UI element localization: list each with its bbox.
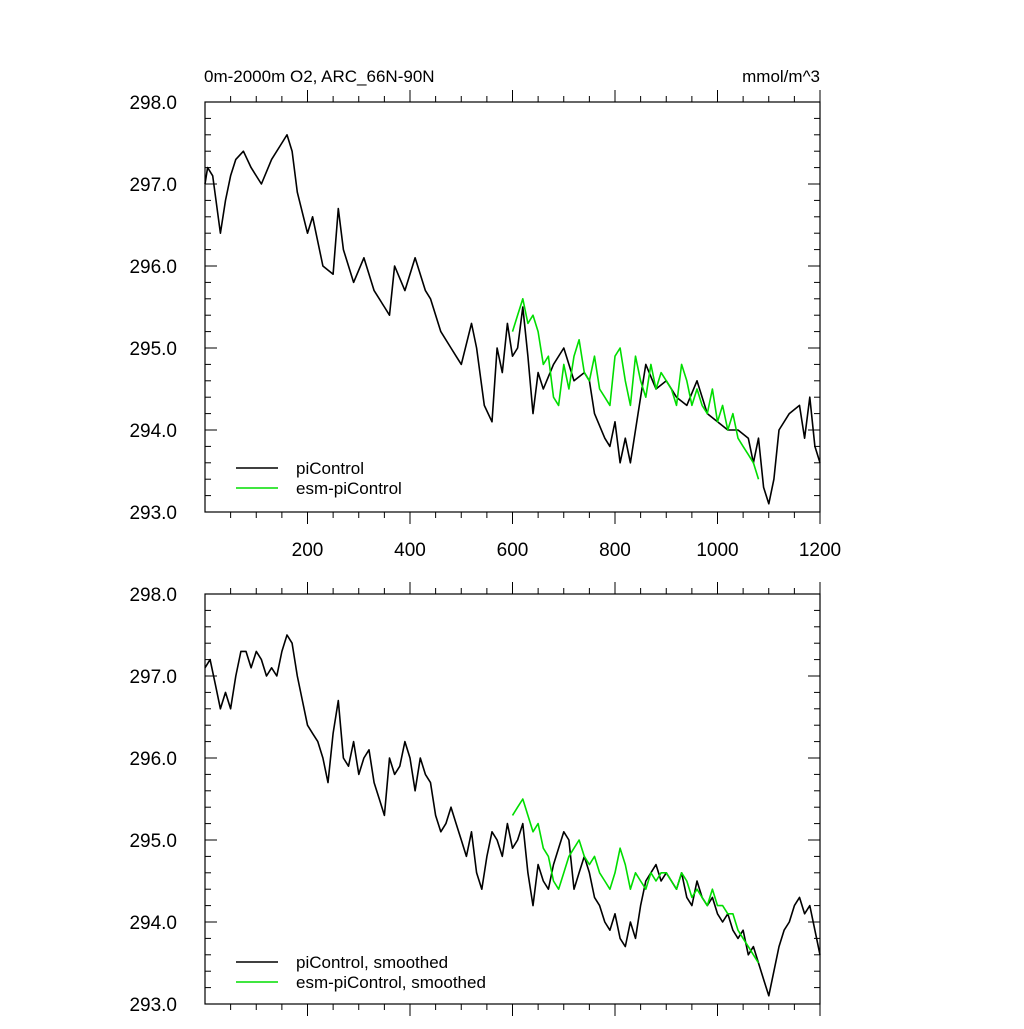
legend: piControl, smoothed esm-piControl, smoot… bbox=[236, 953, 486, 992]
x-axis bbox=[230, 582, 821, 1016]
y-axis: 298.0 297.0 296.0 295.0 294.0 293.0 bbox=[129, 93, 820, 524]
series-group bbox=[204, 634, 821, 997]
plot-frame bbox=[204, 593, 821, 1005]
series-line-esm-picontrol-smoothed bbox=[511, 798, 760, 964]
plot-frame bbox=[204, 101, 821, 513]
legend: piControl esm-piControl bbox=[236, 459, 402, 498]
x-tick-label: 600 bbox=[497, 540, 529, 561]
x-tick-label: 200 bbox=[292, 540, 324, 561]
legend-label-esm-picontrol-smoothed: esm-piControl, smoothed bbox=[296, 973, 486, 992]
series-group bbox=[204, 134, 821, 505]
y-tick-label: 297.0 bbox=[129, 175, 177, 196]
y-tick-label: 296.0 bbox=[129, 749, 177, 770]
chart-title: 0m-2000m O2, ARC_66N-90N bbox=[204, 67, 435, 86]
y-tick-label: 298.0 bbox=[129, 585, 177, 606]
y-tick-label: 293.0 bbox=[129, 995, 177, 1016]
y-tick-label: 293.0 bbox=[129, 503, 177, 524]
y-axis: 298.0 297.0 296.0 295.0 294.0 293.0 bbox=[129, 585, 820, 1016]
x-tick-label: 1000 bbox=[696, 540, 738, 561]
y-tick-label: 294.0 bbox=[129, 913, 177, 934]
y-tick-label: 298.0 bbox=[129, 93, 177, 114]
legend-label-picontrol-smoothed: piControl, smoothed bbox=[296, 953, 448, 972]
y-tick-label: 297.0 bbox=[129, 667, 177, 688]
x-axis: 200 400 600 800 1000 1200 bbox=[230, 90, 841, 561]
legend-label-picontrol: piControl bbox=[296, 459, 364, 478]
y-tick-label: 296.0 bbox=[129, 257, 177, 278]
y-tick-label: 294.0 bbox=[129, 421, 177, 442]
legend-label-esm-picontrol: esm-piControl bbox=[296, 479, 402, 498]
series-line-esm-picontrol bbox=[511, 297, 760, 480]
series-line-picontrol bbox=[204, 134, 821, 505]
y-tick-label: 295.0 bbox=[129, 831, 177, 852]
units-label: mmol/m^3 bbox=[742, 67, 820, 86]
bottom-panel: 298.0 297.0 296.0 295.0 294.0 293.0 piControl… bbox=[129, 582, 821, 1016]
series-line-picontrol-smoothed bbox=[204, 634, 821, 997]
top-panel: 0m-2000m O2, ARC_66N-90N mmol/m^3 298.02… bbox=[129, 67, 841, 561]
x-tick-label: 1200 bbox=[799, 540, 841, 561]
x-tick-label: 400 bbox=[394, 540, 426, 561]
y-tick-label: 295.0 bbox=[129, 339, 177, 360]
x-tick-label: 800 bbox=[599, 540, 631, 561]
